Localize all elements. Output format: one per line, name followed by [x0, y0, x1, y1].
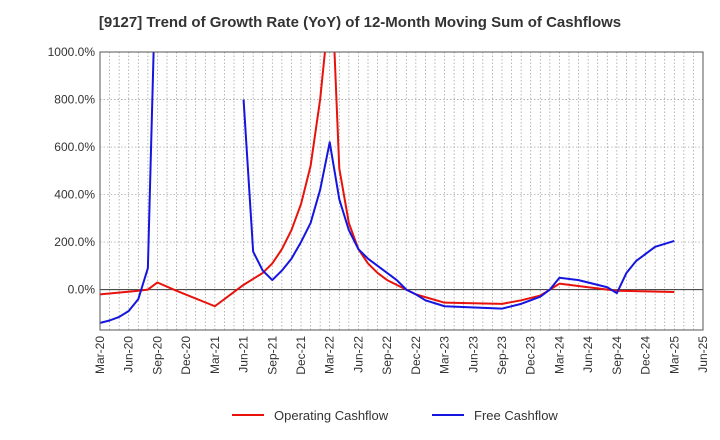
legend: Operating Cashflow Free Cashflow	[232, 408, 558, 423]
series-layer	[100, 52, 675, 324]
x-tick-label: Mar-22	[323, 336, 337, 374]
x-tick-label: Sep-20	[150, 336, 164, 375]
series-line-free-cashflow	[100, 52, 675, 324]
x-tick-label: Dec-23	[524, 336, 538, 375]
grid-layer	[100, 51, 703, 330]
x-tick-label: Mar-25	[667, 336, 681, 374]
x-tick-label: Mar-23	[438, 336, 452, 374]
x-tick-label: Mar-24	[552, 336, 566, 374]
x-tick-label: Jun-25	[696, 336, 710, 373]
chart-title: [9127] Trend of Growth Rate (YoY) of 12-…	[98, 14, 622, 31]
x-tick-label: Mar-21	[208, 336, 222, 374]
y-tick-label: 200.0%	[54, 235, 95, 249]
x-tick-label: Dec-20	[179, 336, 193, 375]
plot-frame	[99, 51, 704, 331]
x-tick-label: Sep-22	[380, 336, 394, 375]
x-tick-label: Jun-20	[122, 336, 136, 373]
legend-label-operating-cashflow: Operating Cashflow	[274, 408, 389, 423]
y-tick-label: 0.0%	[68, 283, 96, 297]
x-tick-label: Jun-21	[237, 336, 251, 373]
x-tick-label: Dec-24	[639, 336, 653, 375]
y-axis-ticks: 0.0% 200.0% 400.0% 600.0% 800.0% 1000.0%	[48, 45, 96, 297]
legend-label-free-cashflow: Free Cashflow	[474, 408, 558, 423]
y-tick-label: 400.0%	[54, 188, 95, 202]
x-tick-label: Sep-24	[610, 336, 624, 375]
x-tick-label: Sep-23	[495, 336, 509, 375]
x-tick-label: Jun-24	[581, 336, 595, 373]
x-tick-label: Mar-20	[93, 336, 107, 374]
x-tick-label: Sep-21	[265, 336, 279, 375]
x-tick-label: Dec-21	[294, 336, 308, 375]
x-axis-ticks: Mar-20 Jun-20 Sep-20 Dec-20 Mar-21 Jun-21 Sep-…	[93, 336, 710, 375]
x-tick-label: Dec-22	[409, 336, 423, 375]
y-tick-label: 600.0%	[54, 140, 95, 154]
y-tick-label: 1000.0%	[48, 45, 96, 59]
y-tick-label: 800.0%	[54, 93, 95, 107]
x-tick-label: Jun-22	[351, 336, 365, 373]
x-tick-label: Jun-23	[466, 336, 480, 373]
